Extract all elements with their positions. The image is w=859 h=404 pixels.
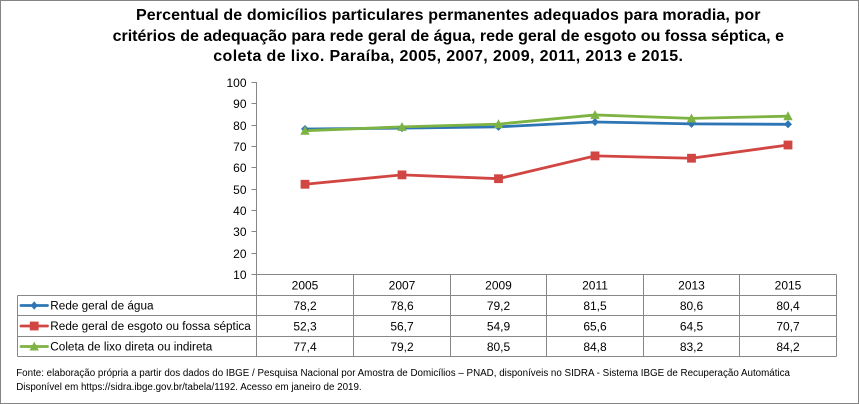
svg-text:64,5: 64,5	[680, 319, 704, 333]
svg-text:80,6: 80,6	[680, 299, 704, 313]
svg-text:100: 100	[226, 76, 246, 90]
svg-text:77,4: 77,4	[293, 340, 317, 354]
svg-text:52,3: 52,3	[293, 319, 317, 333]
svg-text:84,2: 84,2	[776, 340, 800, 354]
svg-text:2009: 2009	[485, 278, 512, 292]
svg-text:Coleta de lixo direta ou indir: Coleta de lixo direta ou indireta	[50, 341, 212, 354]
svg-text:60: 60	[233, 161, 247, 175]
svg-text:80: 80	[233, 119, 247, 133]
svg-text:56,7: 56,7	[390, 319, 414, 333]
svg-text:83,2: 83,2	[680, 340, 704, 354]
svg-text:40: 40	[233, 204, 247, 218]
svg-text:2011: 2011	[582, 278, 608, 292]
svg-text:70: 70	[233, 140, 247, 154]
svg-text:20: 20	[233, 247, 247, 261]
svg-text:2015: 2015	[775, 278, 802, 292]
svg-text:65,6: 65,6	[583, 319, 607, 333]
svg-text:2007: 2007	[389, 278, 416, 292]
svg-text:78,6: 78,6	[390, 299, 414, 313]
svg-text:79,2: 79,2	[487, 299, 511, 313]
svg-text:Rede geral de água: Rede geral de água	[50, 300, 154, 313]
svg-text:2013: 2013	[678, 278, 705, 292]
svg-text:80,4: 80,4	[776, 299, 800, 313]
svg-text:81,5: 81,5	[583, 299, 607, 313]
svg-text:Rede geral de esgoto ou fossa: Rede geral de esgoto ou fossa séptica	[50, 320, 251, 333]
svg-text:80,5: 80,5	[487, 340, 511, 354]
svg-text:30: 30	[233, 225, 247, 239]
svg-text:78,2: 78,2	[293, 299, 317, 313]
svg-text:10: 10	[233, 268, 247, 282]
svg-text:54,9: 54,9	[487, 319, 511, 333]
svg-text:79,2: 79,2	[390, 340, 414, 354]
svg-text:84,8: 84,8	[583, 340, 607, 354]
svg-text:90: 90	[233, 97, 247, 111]
svg-text:2005: 2005	[292, 278, 319, 292]
svg-text:50: 50	[233, 183, 247, 197]
svg-text:70,7: 70,7	[776, 319, 800, 333]
